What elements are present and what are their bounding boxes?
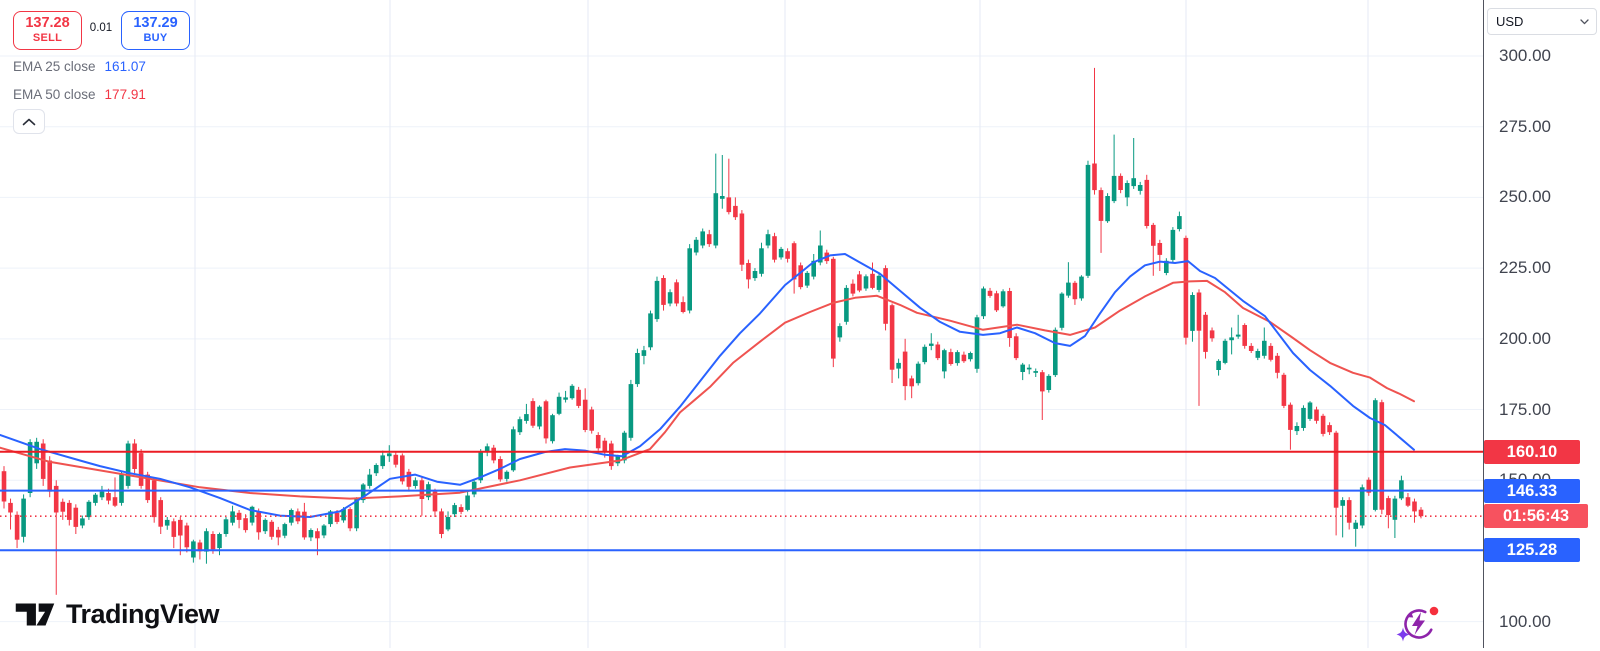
- currency-select[interactable]: USD: [1487, 8, 1597, 35]
- ai-refresh-bolt-icon: [1396, 606, 1439, 642]
- tradingview-logo-icon: [15, 603, 55, 626]
- sell-button[interactable]: 137.28 SELL: [13, 11, 82, 50]
- axis-price-label: 225.00: [1499, 258, 1551, 278]
- price-level-badge: 125.28: [1484, 538, 1580, 563]
- buy-price: 137.29: [133, 15, 178, 32]
- sell-price: 137.28: [25, 15, 70, 32]
- currency-selected: USD: [1496, 14, 1524, 29]
- axis-price-label: 175.00: [1499, 399, 1551, 419]
- axis-price-label: 275.00: [1499, 116, 1551, 136]
- tradingview-logo-text: TradingView: [66, 599, 220, 629]
- axis-price-label: 200.00: [1499, 328, 1551, 348]
- legend-ema50: EMA 50 close 177.91: [13, 87, 146, 102]
- ema25-value: 161.07: [104, 59, 146, 74]
- chevron-up-icon: [22, 118, 36, 125]
- axis-price-label: 100.00: [1499, 611, 1551, 631]
- spread-value: 0.01: [89, 22, 113, 34]
- legend-ema25: EMA 25 close 161.07: [13, 59, 146, 74]
- sell-label: SELL: [32, 32, 63, 45]
- buy-label: BUY: [143, 32, 168, 45]
- price-chart[interactable]: [0, 0, 1483, 648]
- ai-assistant-button[interactable]: [1393, 602, 1445, 646]
- chevron-down-icon: [1580, 18, 1589, 24]
- buy-button[interactable]: 137.29 BUY: [121, 11, 190, 50]
- ema25-label: EMA 25 close: [13, 59, 96, 74]
- axis-price-label: 300.00: [1499, 46, 1551, 65]
- tradingview-logo[interactable]: TradingView: [14, 598, 220, 631]
- countdown-price-badge: 01:56:43: [1484, 504, 1588, 529]
- price-level-badge: 160.10: [1484, 439, 1580, 464]
- ema50-label: EMA 50 close: [13, 87, 96, 102]
- price-level-badge: 146.33: [1484, 478, 1580, 503]
- collapse-legend-button[interactable]: [13, 109, 45, 134]
- ema50-value: 177.91: [104, 87, 146, 102]
- candlestick-chart-canvas[interactable]: [0, 0, 1483, 648]
- axis-price-label: 250.00: [1499, 187, 1551, 207]
- price-axis[interactable]: USD 300.00 275.00 250.00 225.00 200.00 175.00…: [1483, 0, 1600, 648]
